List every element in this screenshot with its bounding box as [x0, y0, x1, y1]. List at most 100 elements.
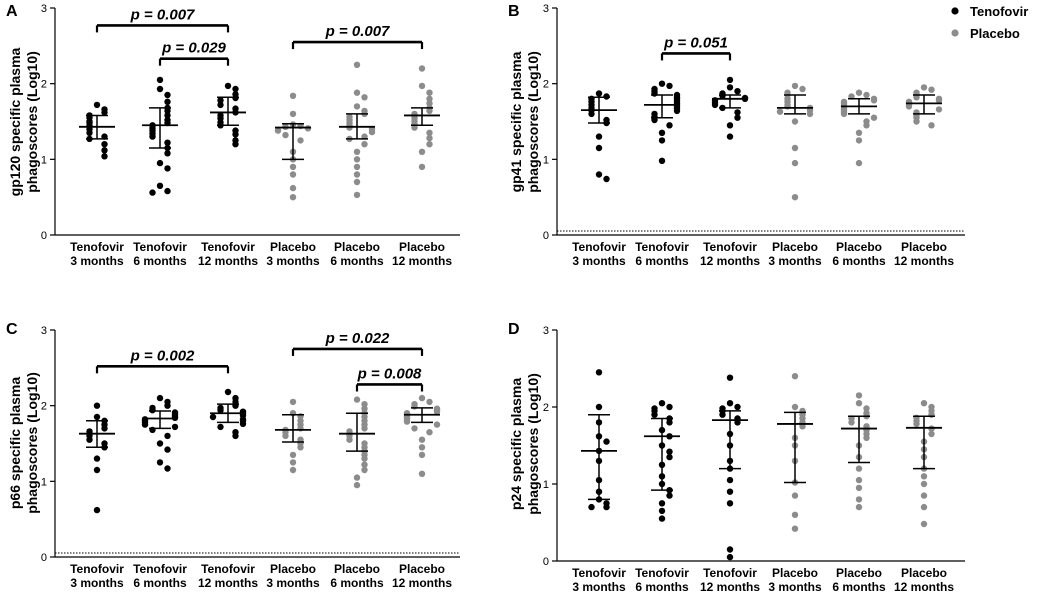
legend: Tenofovir Placebo: [951, 4, 1028, 41]
panel-a-placebo-6-months-point-2: [361, 94, 368, 101]
panel-c-tenofovir-12-months-point-12: [239, 420, 247, 427]
panel-c-x-tick-label-1-line-1: Tenofovir: [133, 562, 187, 576]
panel-b-y-tick-label-2: 2: [543, 79, 549, 91]
panel-a-placebo-6-months-point-15: [361, 141, 368, 148]
panel-c-placebo-6-months-point-7: [361, 425, 368, 432]
panel-c-placebo-6-months-point-11: [346, 436, 353, 443]
panel-a-placebo-6-months-point-21: [353, 191, 361, 199]
panel-a-placebo-12-months-point-6: [426, 107, 433, 115]
panel-b-placebo-3-months-point-0: [791, 82, 799, 90]
panel-c-p-value-label-0: p = 0.002: [130, 347, 195, 364]
panel-b-tenofovir-12-months-point-4: [719, 92, 726, 100]
panel-b-placebo-6-months-point-16: [863, 122, 870, 129]
panel-b-placebo-12-months-point-16: [928, 122, 935, 129]
panel-c-tenofovir-3-months-point-0: [93, 402, 101, 409]
panel-c-placebo-12-months-point-18: [418, 451, 426, 459]
panel-c-placebo-3-months-point-12: [289, 451, 297, 459]
panel-a-tenofovir-12-months-point-15: [232, 141, 239, 148]
panel-c-y-tick-label-0: 0: [41, 552, 47, 564]
panel-a-tenofovir-6-months-point-17: [156, 159, 164, 167]
panel-a-placebo-12-months-point-13: [426, 129, 433, 136]
panel-d-placebo-6-months-point-13: [855, 465, 863, 472]
panel-a-placebo-12-months-point-1: [418, 82, 426, 90]
panel-c-tenofovir-6-months-point-17: [164, 446, 171, 453]
panel-b-tenofovir-12-months-point-0: [726, 76, 734, 84]
panel-b-y-axis-title: gp41 specific plasma phagoscores (Log10): [508, 51, 541, 193]
panel-c-placebo-6-months-point-2: [361, 405, 368, 412]
panel-c-tenofovir-12-months-point-13: [217, 423, 224, 431]
panel-a-placebo-6-months-point-19: [353, 171, 361, 178]
panel-b-tenofovir-12-months-point-14: [726, 133, 734, 140]
panel-d-tenofovir-3-months-point-11: [603, 503, 610, 511]
panel-b-placebo-12-months-point-1: [928, 86, 935, 93]
panel-c-x-tick-label-2-line-2: 12 months: [198, 576, 258, 590]
panel-a-tenofovir-3-months-point-2: [101, 109, 108, 116]
panel-a-tenofovir-6-months-point-14: [164, 139, 171, 146]
panel-b-placebo-6-months-point-4: [870, 97, 878, 104]
panel-a-placebo-6-months-point-3: [353, 103, 361, 110]
panel-c-x-tick-label-4-line-2: 6 months: [330, 576, 384, 590]
panel-b-placebo-6-months-point-13: [840, 110, 848, 118]
panel-a-tenofovir-3-months-point-9: [86, 129, 93, 136]
panel-a-placebo-12-months-point-4: [426, 100, 433, 107]
panel-a-placebo-3-months-point-14: [289, 194, 297, 201]
panel-b-x-tick-label-3-line-1: Placebo: [772, 240, 818, 254]
panel-c-tenofovir-3-months-point-12: [93, 466, 101, 474]
panel-d-x-tick-label-1-line-2: 6 months: [635, 580, 689, 592]
panel-c-tenofovir-6-months-point-13: [171, 423, 179, 431]
panel-a-tenofovir-12-months-point-0: [224, 82, 232, 90]
panel-a-placebo-3-months-point-8: [297, 137, 304, 144]
legend-swatch-tenofovir: [951, 7, 959, 15]
panel-c-placebo-6-months-point-17: [361, 461, 368, 468]
panel-b-tenofovir-3-months-point-10: [595, 133, 603, 140]
panel-c-y-axis-title-line-2: phagoscores (Log10): [24, 372, 40, 514]
panel-a: A gp120 specific plasma phagoscores (Log…: [6, 3, 460, 268]
panel-c-tenofovir-6-months-point-2: [164, 402, 171, 409]
panel-c-tenofovir-6-months-point-15: [164, 432, 171, 440]
panel-c-placebo-12-months-point-17: [418, 444, 426, 451]
panel-c-x-tick-label-5-line-1: Placebo: [399, 562, 445, 576]
panel-a-placebo-3-months-point-0: [289, 92, 297, 100]
panel-a-tenofovir-12-months-point-1: [232, 85, 239, 93]
panel-a-placebo-6-months-point-18: [353, 163, 361, 171]
panel-d-tenofovir-6-months-point-17: [658, 500, 666, 507]
panel-a-x-tick-label-5-line-2: 12 months: [392, 254, 452, 268]
panel-c-y-tick-label-3: 3: [41, 325, 47, 337]
panel-a-tenofovir-6-months-point-21: [149, 189, 156, 196]
panel-c-tenofovir-3-months-point-4: [101, 425, 108, 432]
panel-d-tenofovir-12-months-point-1: [726, 400, 734, 407]
panel-a-y-axis-title-line-2: phagoscores (Log10): [24, 51, 40, 193]
panel-c-placebo-12-months-point-6: [433, 408, 441, 415]
panel-b-x-tick-label-3-line-2: 3 months: [768, 254, 822, 268]
panel-b-placebo-6-months-point-17: [855, 129, 863, 136]
panel-d: D p24 specific plasma phagoscores (Log10…: [508, 321, 965, 592]
panel-b-x-tick-label-5-line-2: 12 months: [894, 254, 954, 268]
panel-a-placebo-6-months-point-0: [353, 61, 361, 68]
panel-a-tenofovir-6-months-point-3: [164, 98, 171, 106]
panel-d-y-axis-title-line-1: p24 specific plasma: [508, 378, 524, 511]
panel-d-x-tick-label-2-line-1: Tenofovir: [703, 566, 757, 580]
panel-a-placebo-12-months-point-2: [426, 89, 433, 96]
panel-a-y-tick-label-1: 1: [41, 154, 47, 166]
panel-c-y-tick-label-1: 1: [41, 476, 47, 488]
panel-d-tenofovir-3-months-point-1: [595, 403, 603, 411]
panel-c-placebo-12-months-point-15: [426, 429, 433, 436]
panel-b-placebo-6-months-point-1: [863, 91, 870, 99]
panel-c-y-axis-title: p66 specific plasma phagoscores (Log10): [7, 372, 40, 514]
panel-a-x-tick-label-3-line-2: 3 months: [266, 254, 320, 268]
panel-c-x-tick-label-2-line-1: Tenofovir: [201, 562, 255, 576]
panel-c-p-value-label-1: p = 0.022: [325, 330, 390, 347]
panel-c-x-tick-label-5-line-2: 12 months: [392, 576, 452, 590]
panel-a-placebo-12-months-point-15: [426, 141, 433, 148]
panel-d-placebo-12-months-point-15: [920, 492, 928, 499]
panel-b-tenofovir-3-months-point-7: [588, 110, 595, 118]
panel-d-tenofovir-6-months-point-11: [666, 453, 673, 461]
panel-b-p-value-label-0: p = 0.051: [663, 34, 728, 51]
panel-b-x-tick-label-1-line-1: Tenofovir: [635, 240, 689, 254]
panel-c-placebo-6-months-point-16: [361, 455, 368, 462]
panel-b-x-tick-label-0-line-1: Tenofovir: [572, 240, 626, 254]
panel-b-letter: B: [508, 3, 520, 20]
panel-d-placebo-3-months-point-0: [791, 373, 799, 380]
